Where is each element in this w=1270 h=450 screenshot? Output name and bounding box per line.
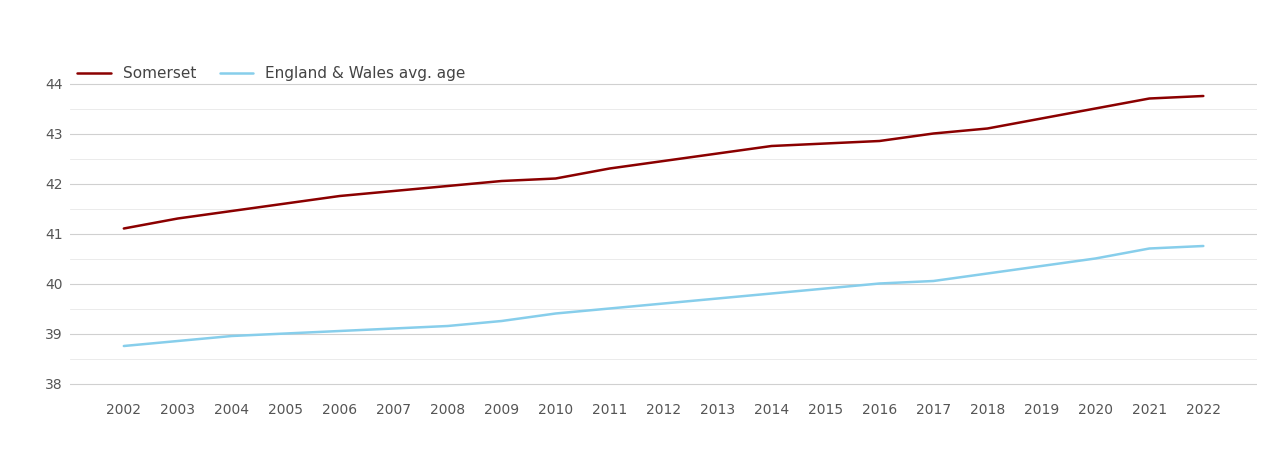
Somerset [225, 208, 240, 214]
Somerset [1195, 93, 1210, 99]
Somerset [926, 131, 941, 136]
Somerset [818, 141, 833, 146]
Somerset [116, 226, 131, 231]
Somerset [333, 194, 348, 199]
England & Wales avg. age [441, 323, 456, 328]
England & Wales avg. age [1034, 263, 1049, 269]
Legend: Somerset, England & Wales avg. age: Somerset, England & Wales avg. age [77, 66, 466, 81]
England & Wales avg. age [1195, 243, 1210, 249]
England & Wales avg. age [278, 331, 293, 336]
Somerset [1087, 106, 1102, 111]
Line: England & Wales avg. age: England & Wales avg. age [123, 246, 1203, 346]
Somerset [872, 138, 888, 144]
Somerset [602, 166, 617, 171]
England & Wales avg. age [386, 326, 401, 331]
England & Wales avg. age [225, 333, 240, 339]
England & Wales avg. age [765, 291, 780, 296]
England & Wales avg. age [549, 311, 564, 316]
Somerset [765, 143, 780, 148]
England & Wales avg. age [926, 278, 941, 284]
England & Wales avg. age [116, 343, 131, 349]
England & Wales avg. age [1087, 256, 1102, 261]
England & Wales avg. age [333, 328, 348, 334]
Somerset [549, 176, 564, 181]
England & Wales avg. age [655, 301, 671, 306]
Somerset [710, 151, 725, 156]
England & Wales avg. age [872, 281, 888, 286]
Somerset [494, 178, 509, 184]
England & Wales avg. age [602, 306, 617, 311]
England & Wales avg. age [170, 338, 185, 344]
Somerset [980, 126, 996, 131]
England & Wales avg. age [818, 286, 833, 291]
England & Wales avg. age [980, 271, 996, 276]
England & Wales avg. age [710, 296, 725, 301]
Somerset [1142, 96, 1157, 101]
England & Wales avg. age [1142, 246, 1157, 251]
Somerset [386, 188, 401, 194]
Somerset [170, 216, 185, 221]
Somerset [278, 201, 293, 206]
Somerset [1034, 116, 1049, 121]
Somerset [441, 183, 456, 189]
Line: Somerset: Somerset [123, 96, 1203, 229]
England & Wales avg. age [494, 318, 509, 324]
Somerset [655, 158, 671, 164]
